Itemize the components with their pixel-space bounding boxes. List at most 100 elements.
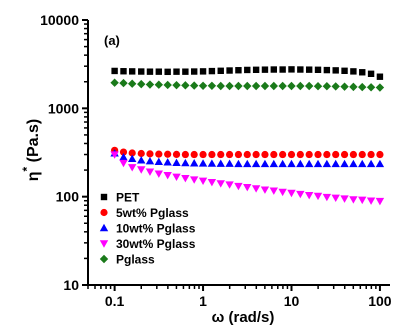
data-point xyxy=(119,148,128,156)
data-point xyxy=(296,150,304,159)
data-point xyxy=(313,159,323,168)
panel-label: (a) xyxy=(104,33,120,48)
data-point xyxy=(376,150,384,159)
data-point xyxy=(366,197,376,205)
data-point xyxy=(279,66,286,73)
legend-label: 30wt% Pglass xyxy=(116,237,196,251)
ticks: 0.1 1 10 100 10 100 1000 10000 xyxy=(40,12,392,309)
data-point xyxy=(322,82,332,91)
data-point xyxy=(225,150,234,159)
data-point xyxy=(181,81,190,90)
data-point xyxy=(243,81,252,91)
data-point xyxy=(234,182,243,191)
data-point xyxy=(225,81,234,91)
data-point xyxy=(234,159,243,168)
series-markers xyxy=(110,66,385,206)
data-point xyxy=(172,80,181,90)
data-point xyxy=(375,83,385,92)
y-axis-star: * xyxy=(20,166,34,171)
data-point xyxy=(251,185,261,193)
legend-label: PET xyxy=(116,191,140,205)
data-point xyxy=(375,197,385,206)
data-point xyxy=(331,194,340,203)
data-point xyxy=(367,70,375,78)
data-point xyxy=(366,83,376,92)
data-point xyxy=(172,158,181,166)
data-point xyxy=(128,68,136,75)
data-point xyxy=(127,154,137,163)
legend-marker xyxy=(100,193,108,201)
data-point xyxy=(349,82,358,92)
data-point xyxy=(243,183,252,192)
data-point xyxy=(146,150,154,158)
data-point xyxy=(207,159,217,167)
legend-label: 5wt% Pglass xyxy=(116,206,189,220)
data-point xyxy=(287,150,296,159)
data-point xyxy=(304,81,314,91)
data-point xyxy=(304,159,314,168)
legend-label: Pglass xyxy=(116,253,155,267)
data-point xyxy=(260,159,270,168)
legend-item: 5wt% Pglass xyxy=(100,206,189,220)
data-point xyxy=(164,150,172,158)
legend-item: Pglass xyxy=(99,253,155,267)
x-axis-title: ω (rad/s) xyxy=(212,309,275,326)
data-point xyxy=(279,150,287,159)
data-point xyxy=(341,67,348,75)
data-point xyxy=(313,192,323,201)
data-point xyxy=(181,158,190,167)
legend-item: 10wt% Pglass xyxy=(99,222,196,236)
data-point xyxy=(314,150,322,159)
data-point xyxy=(225,181,234,189)
data-point xyxy=(375,159,385,168)
data-point xyxy=(198,81,208,90)
data-point xyxy=(243,150,251,159)
data-point xyxy=(173,68,180,75)
data-point xyxy=(340,82,349,91)
data-point xyxy=(251,81,261,91)
data-point xyxy=(154,80,164,89)
data-point xyxy=(304,191,314,200)
data-point xyxy=(234,150,243,159)
y-tick-label: 10000 xyxy=(40,12,79,28)
data-point xyxy=(119,78,128,88)
data-point xyxy=(260,81,270,91)
data-point xyxy=(127,164,137,172)
data-point xyxy=(270,66,278,73)
data-point xyxy=(366,159,376,168)
x-tick-label: 1 xyxy=(199,293,207,309)
data-point xyxy=(154,157,164,166)
data-point xyxy=(172,150,181,158)
data-point xyxy=(358,159,367,168)
data-point xyxy=(120,68,127,75)
data-point xyxy=(145,157,155,165)
data-point xyxy=(235,67,242,74)
data-point xyxy=(323,66,331,74)
data-point xyxy=(128,149,136,157)
data-point xyxy=(198,177,208,186)
data-point xyxy=(137,149,145,158)
data-point xyxy=(314,66,322,74)
data-point xyxy=(137,156,146,164)
data-point xyxy=(154,170,164,178)
data-point xyxy=(146,68,154,75)
series-pglass xyxy=(110,78,385,92)
data-point xyxy=(217,150,225,159)
data-point xyxy=(110,151,119,159)
data-point xyxy=(127,79,137,88)
data-point xyxy=(269,187,279,195)
data-point xyxy=(216,180,225,188)
data-point xyxy=(278,188,287,197)
series-30wt-pglass xyxy=(110,151,385,206)
data-point xyxy=(252,150,260,159)
data-point xyxy=(358,150,366,159)
x-axis-symbol: ω ( xyxy=(212,309,234,326)
y-axis-title: η* (Pa.s) xyxy=(20,119,42,181)
data-point xyxy=(331,82,340,91)
data-point xyxy=(296,190,305,199)
data-point xyxy=(322,193,332,202)
data-point xyxy=(376,73,384,80)
series-5wt-pglass xyxy=(111,146,384,159)
data-point xyxy=(297,66,304,73)
data-point xyxy=(269,159,279,168)
